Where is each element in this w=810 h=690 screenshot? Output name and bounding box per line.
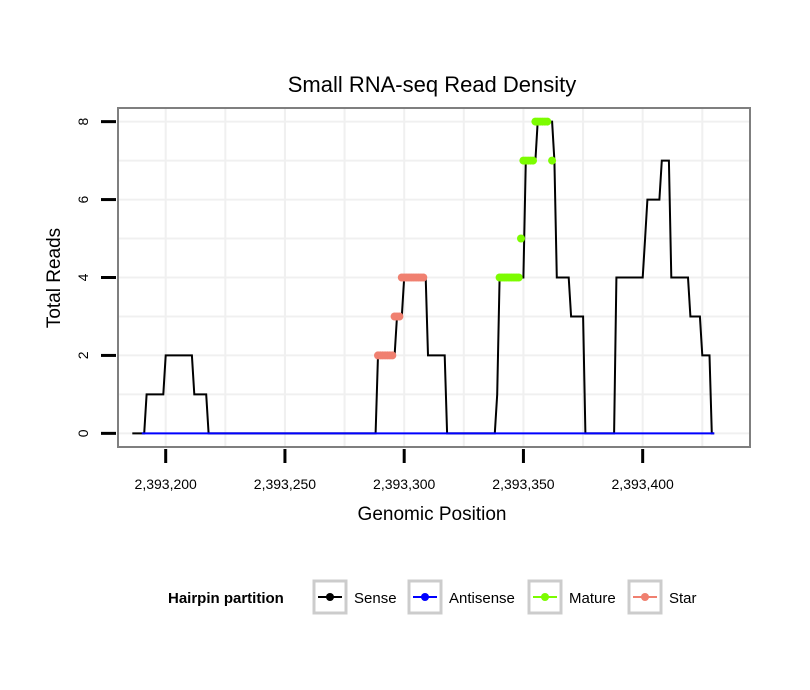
x-axis: 2,393,200 2,393,250 2,393,300 2,393,350 2,39… [135,449,674,492]
y-tick-label: 0 [75,429,91,437]
legend-title: Hairpin partition [168,590,284,607]
mature-point [514,273,523,282]
mature-point [529,156,537,165]
y-tick-label: 8 [75,117,91,125]
x-axis-title: Genomic Position [358,504,507,525]
legend-key-dot-mature [541,593,549,601]
star-point [388,351,397,360]
legend-key-dot-antisense [421,593,429,601]
legend: Hairpin partition Sense Antisense Mature St… [168,579,697,615]
legend-key-dot-star [641,593,649,601]
mature-point [548,156,557,165]
y-tick-label: 4 [75,273,91,281]
mature-point [517,234,525,243]
gridlines [118,108,750,447]
star-point [419,273,428,282]
y-tick-label: 2 [75,351,91,359]
x-tick-label: 2,393,400 [612,476,674,492]
legend-label-sense: Sense [354,590,397,607]
y-tick-label: 6 [75,195,91,203]
chart-title: Small RNA-seq Read Density [288,72,577,97]
x-tick-label: 2,393,250 [254,476,316,492]
y-axis-title: Total Reads [44,228,65,328]
legend-key-dot-sense [326,593,334,601]
star-point [395,312,404,321]
x-tick-label: 2,393,350 [492,476,554,492]
x-tick-label: 2,393,300 [373,476,435,492]
legend-label-antisense: Antisense [449,590,515,607]
legend-label-mature: Mature [569,590,616,607]
y-axis: 0 2 4 6 8 [75,117,116,437]
mature-point [543,117,552,126]
series-layer [132,117,715,435]
legend-label-star: Star [669,590,697,607]
x-tick-label: 2,393,200 [135,476,197,492]
plot-panel-border [117,107,751,448]
